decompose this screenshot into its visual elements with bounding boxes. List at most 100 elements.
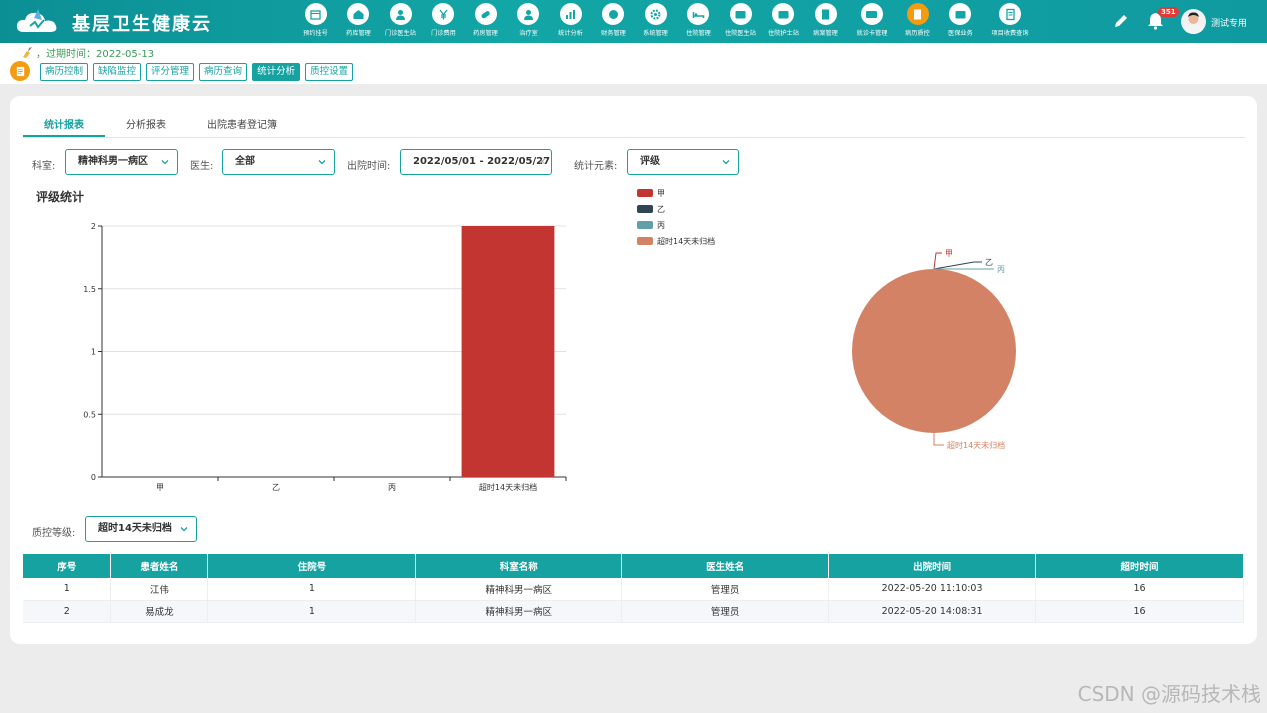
table-cell: 管理员 [621, 578, 830, 601]
nav-item-16[interactable]: 项目收费查询 [984, 3, 1036, 37]
subnav-button-0[interactable]: 病历控制 [40, 63, 89, 81]
nav-item-15[interactable]: 医保业务 [942, 3, 979, 37]
legend-swatch [637, 221, 653, 229]
x-tick-label: 乙 [272, 483, 280, 492]
quality-level-select[interactable]: 超时14天未归档 [85, 516, 197, 542]
nav-item-1[interactable]: 药库管理 [340, 3, 377, 37]
nav-item-8[interactable]: 系统管理 [637, 3, 674, 37]
tab-bar: 统计报表 分析报表 出院患者登记簿 [23, 110, 1245, 138]
legend-swatch [637, 205, 653, 213]
clear-icon[interactable]: × [538, 157, 546, 167]
column-header[interactable]: 科室名称 [415, 554, 623, 578]
pie-label: 超时14天未归档 [947, 440, 1005, 450]
column-header[interactable]: 住院号 [207, 554, 417, 578]
nav-item-label: 门诊费用 [430, 29, 456, 37]
nav-item-3[interactable]: 门诊费用 [425, 3, 462, 37]
nav-item-label: 统计分析 [558, 29, 583, 37]
nav-item-9[interactable]: 住院管理 [680, 3, 717, 37]
nav-item-label: 财务管理 [600, 29, 626, 37]
table-cell: 2022-05-20 14:08:31 [828, 600, 1037, 623]
nav-item-11[interactable]: 住院护士站 [765, 3, 802, 37]
tab-analysis-report[interactable]: 分析报表 [126, 120, 166, 131]
element-select[interactable]: 评级 [627, 149, 739, 175]
date-range-input[interactable]: 2022/05/01 - 2022/05/27 × [400, 149, 552, 175]
result-table: 序号 患者姓名 住院号 科室名称 医生姓名 出院时间 超时时间 1 江伟 1 精神科男一病区 管理员… [23, 554, 1244, 623]
table-row[interactable]: 1 江伟 1 精神科男一病区 管理员 2022-05-20 11:10:03 16 [23, 578, 1244, 601]
nav-item-10[interactable]: 住院医生站 [722, 3, 759, 37]
element-value: 评级 [640, 156, 660, 167]
legend-label: 甲 [657, 189, 665, 198]
chevron-down-icon [180, 527, 188, 532]
yen-icon [432, 3, 454, 25]
nav-item-label: 预约挂号 [303, 29, 328, 37]
column-header[interactable]: 超时时间 [1035, 554, 1244, 578]
subnav-button-5[interactable]: 质控设置 [305, 63, 354, 81]
table-cell: 精神科男一病区 [415, 578, 623, 601]
tab-underline [23, 135, 105, 137]
record-icon [814, 3, 837, 25]
app-title: 基层卫生健康云 [72, 14, 212, 35]
nav-item-12[interactable]: 病案管理 [807, 3, 844, 37]
tab-discharge-register[interactable]: 出院患者登记簿 [207, 120, 277, 131]
nav-item-label: 门诊医生站 [385, 29, 416, 37]
nav-item-13[interactable]: 就诊卡管理 [850, 3, 894, 37]
avatar[interactable] [1181, 9, 1206, 34]
chart-icon [559, 3, 582, 25]
subnav-button-2[interactable]: 评分管理 [146, 63, 195, 81]
bell-icon[interactable] [1147, 12, 1164, 30]
top-bar: 基层卫生健康云 预约挂号 药库管理 门诊医生站 门诊费用 药房管理 治疗室 统计分析 财务管理… [0, 0, 1267, 43]
watermark: CSDN @源码技术栈 [1077, 682, 1261, 706]
dept-value: 精神科男一病区 [78, 156, 148, 167]
warehouse-icon [347, 3, 369, 25]
column-header[interactable]: 医生姓名 [621, 554, 830, 578]
dept-select[interactable]: 精神科男一病区 [65, 149, 178, 175]
column-header[interactable]: 出院时间 [828, 554, 1037, 578]
date-value: 2022/05/01 - 2022/05/27 [413, 156, 551, 167]
tab-statistics-report[interactable]: 统计报表 [44, 120, 84, 131]
nav-item-label: 药房管理 [473, 29, 498, 37]
y-tick-label: 2 [91, 222, 96, 231]
doctor-label: 医生: [190, 161, 214, 172]
table-body: 1 江伟 1 精神科男一病区 管理员 2022-05-20 11:10:03 16 2 易成龙 1… [23, 578, 1244, 623]
nav-item-0[interactable]: 预约挂号 [297, 3, 334, 37]
bar-chart: 0 0.5 1 1.5 2 甲 乙 丙 超时14天未归档 [83, 222, 567, 492]
legend-swatch [637, 237, 653, 245]
y-tick-label: 1.5 [83, 285, 96, 294]
chevron-down-icon [722, 160, 730, 165]
table-cell: 1 [207, 578, 417, 601]
id-card-icon [729, 3, 752, 25]
table-cell: 2 [23, 600, 112, 623]
column-header[interactable]: 序号 [23, 554, 112, 578]
doctor-select[interactable]: 全部 [222, 149, 335, 175]
table-cell: 1 [23, 578, 112, 601]
nurse-icon [517, 3, 539, 25]
table-cell: 精神科男一病区 [415, 600, 623, 623]
nav-item-label: 病案管理 [813, 29, 838, 37]
nav-item-4[interactable]: 药房管理 [467, 3, 504, 37]
nav-item-2[interactable]: 门诊医生站 [382, 3, 419, 37]
subnav-button-3[interactable]: 病历查询 [199, 63, 248, 81]
nav-item-14[interactable]: 病历质控 [899, 3, 936, 37]
column-header[interactable]: 患者姓名 [110, 554, 209, 578]
user-name[interactable]: 测试专用 [1211, 19, 1248, 29]
table-header-row: 序号 患者姓名 住院号 科室名称 医生姓名 出院时间 超时时间 [23, 554, 1244, 578]
table-cell: 16 [1035, 600, 1244, 623]
x-tick-label: 超时14天未归档 [479, 482, 537, 492]
nav-item-label: 住院医生站 [725, 29, 756, 37]
document-icon [10, 61, 30, 81]
chart-section-title: 评级统计 [36, 190, 85, 204]
nav-item-7[interactable]: 财务管理 [595, 3, 632, 37]
subnav-button-4[interactable]: 统计分析 [252, 63, 301, 81]
pie-slice [852, 269, 1016, 433]
expire-notice: ，过期时间：2022-05-13 [22, 45, 154, 60]
nav-item-6[interactable]: 统计分析 [552, 3, 589, 37]
pie-leader-line [933, 433, 944, 446]
doctor-value: 全部 [235, 156, 255, 167]
table-row[interactable]: 2 易成龙 1 精神科男一病区 管理员 2022-05-20 14:08:31 16 [23, 600, 1244, 623]
subnav-button-1[interactable]: 缺陷监控 [93, 63, 142, 81]
legend-swatch [637, 189, 653, 197]
nav-item-5[interactable]: 治疗室 [510, 3, 547, 37]
pencil-icon[interactable] [1113, 13, 1129, 29]
pie-leader-line [933, 252, 942, 270]
